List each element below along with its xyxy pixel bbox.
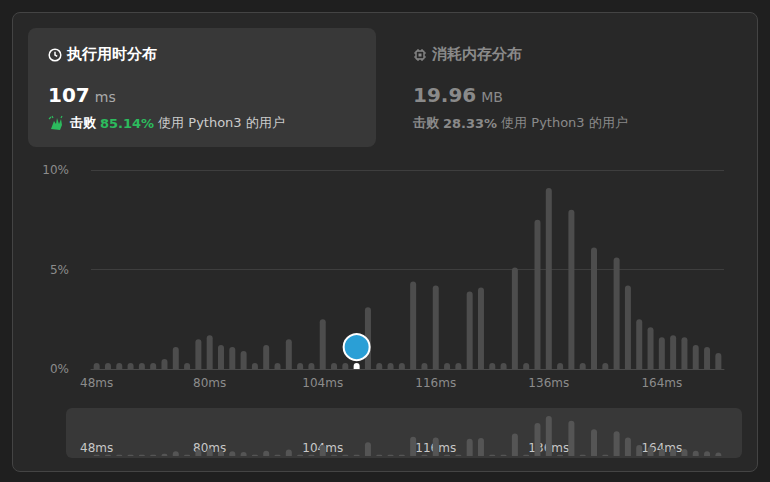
svg-text:0%: 0% [50, 362, 69, 376]
svg-text:136ms: 136ms [528, 376, 569, 390]
svg-text:104ms: 104ms [302, 376, 343, 390]
svg-text:48ms: 48ms [80, 441, 113, 455]
svg-text:48ms: 48ms [80, 376, 113, 390]
svg-text:5%: 5% [50, 263, 69, 277]
svg-text:80ms: 80ms [193, 376, 226, 390]
svg-text:164ms: 164ms [641, 441, 682, 455]
svg-text:80ms: 80ms [193, 441, 226, 455]
html-text:19.96 MB: 19.96 MB [413, 83, 503, 107]
svg-text:104ms: 104ms [302, 441, 343, 455]
svg-text:116ms: 116ms [415, 441, 457, 455]
html-text:击败 28.33% 使用 Python3 的用户: 击败 28.33% 使用 Python3 的用户 [413, 115, 628, 131]
html-text:执行用时分布: 执行用时分布 [67, 45, 157, 63]
html-text:消耗内存分布: 消耗内存分布 [432, 45, 522, 63]
html-text:击败 85.14% 使用 Python3 的用户: 击败 85.14% 使用 Python3 的用户 [70, 115, 285, 131]
svg-text:10%: 10% [42, 163, 69, 177]
html-text:107 ms: 107 ms [48, 83, 116, 107]
svg-text:164ms: 164ms [641, 376, 682, 390]
svg-text:116ms: 116ms [415, 376, 456, 390]
